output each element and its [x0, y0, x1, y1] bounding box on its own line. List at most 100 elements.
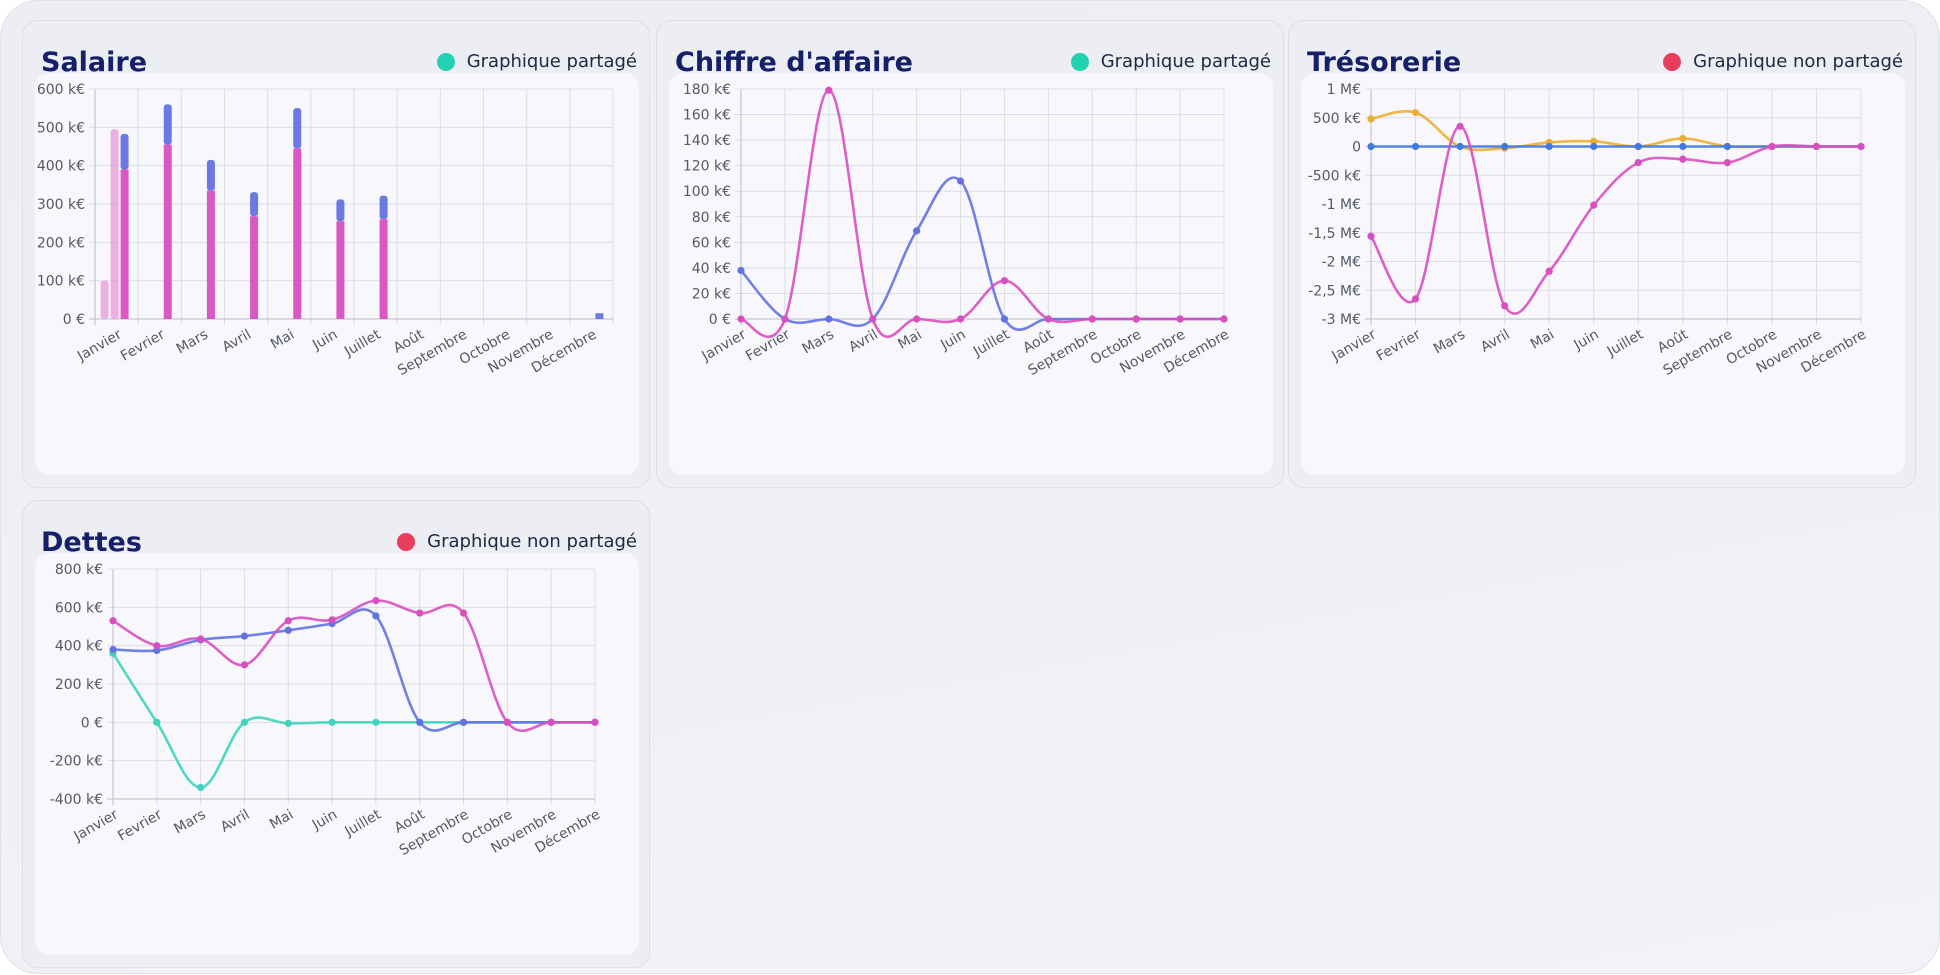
data-point[interactable] — [1044, 315, 1052, 323]
data-point[interactable] — [1634, 142, 1642, 151]
bar[interactable] — [293, 148, 302, 319]
data-point[interactable] — [372, 597, 380, 605]
data-point[interactable] — [1000, 277, 1009, 285]
data-point[interactable] — [1634, 159, 1642, 167]
data-point[interactable] — [284, 719, 292, 727]
data-point[interactable] — [416, 718, 424, 726]
bar[interactable] — [379, 219, 388, 319]
data-point[interactable] — [1367, 232, 1375, 240]
tresorerie-chart[interactable]: -3 M€ -2,5 M€ -2 M€ -1,5 M€ -1 M€ -500 k€ 0 500… — [1301, 73, 1905, 475]
data-point[interactable] — [913, 315, 921, 323]
data-point[interactable] — [1590, 201, 1598, 209]
data-point[interactable] — [153, 642, 161, 650]
data-point[interactable] — [240, 661, 249, 669]
data-point[interactable] — [459, 609, 468, 617]
bar[interactable] — [206, 159, 215, 191]
series-line[interactable] — [112, 599, 595, 733]
salaire-chart[interactable]: 0 € 100 k€ 200 k€ 300 k€ 400 k€ 500 k€ 600 k€ J… — [35, 73, 639, 475]
data-point[interactable] — [1857, 142, 1865, 151]
data-point[interactable] — [1723, 159, 1731, 167]
data-point[interactable] — [1000, 315, 1009, 323]
data-point[interactable] — [1545, 142, 1553, 151]
data-point[interactable] — [1679, 134, 1687, 143]
bar[interactable] — [120, 133, 129, 170]
data-point[interactable] — [1545, 267, 1553, 275]
data-point[interactable] — [1679, 142, 1687, 151]
x-tick-label: Fevrier — [1374, 326, 1424, 364]
dettes-chart[interactable]: -400 k€ -200 k€ 0 € 200 k€ 400 k€ 600 k€ 800 k… — [35, 553, 639, 955]
data-point[interactable] — [1812, 142, 1821, 151]
data-point[interactable] — [240, 718, 249, 726]
data-point[interactable] — [1501, 142, 1509, 151]
chiffre-affaire-chart[interactable]: 0 € 20 k€ 40 k€ 60 k€ 80 k€ 100 k€ 120 k€ 140 k… — [669, 73, 1273, 475]
data-point[interactable] — [781, 315, 789, 323]
data-point[interactable] — [1176, 315, 1184, 323]
data-point[interactable] — [416, 609, 424, 617]
data-point[interactable] — [1367, 115, 1375, 123]
bar[interactable] — [163, 144, 172, 319]
bar[interactable] — [595, 313, 604, 319]
series-line[interactable] — [1369, 125, 1861, 315]
bar[interactable] — [100, 280, 109, 319]
data-point[interactable] — [591, 718, 599, 726]
data-point[interactable] — [109, 617, 117, 625]
data-point[interactable] — [1132, 315, 1140, 323]
y-tick-label: 0 € — [81, 715, 103, 731]
bar[interactable] — [120, 169, 129, 320]
data-point[interactable] — [913, 227, 921, 235]
data-point[interactable] — [372, 718, 380, 726]
data-point[interactable] — [737, 266, 745, 275]
data-point[interactable] — [372, 612, 380, 620]
status-dot-shared — [1070, 52, 1089, 71]
data-point[interactable] — [328, 616, 336, 624]
bar[interactable] — [336, 199, 345, 222]
data-point[interactable] — [1501, 302, 1509, 310]
data-point[interactable] — [547, 718, 555, 726]
data-point[interactable] — [197, 783, 205, 792]
data-point[interactable] — [825, 86, 833, 94]
data-point[interactable] — [1723, 142, 1731, 151]
bar[interactable] — [110, 129, 119, 319]
data-point[interactable] — [284, 626, 292, 634]
data-point[interactable] — [1456, 142, 1464, 151]
data-point[interactable] — [459, 718, 468, 726]
card-tresorerie: Trésorerie Graphique non partagé -3 M€ -2… — [1288, 20, 1916, 488]
y-tick-label: 300 k€ — [37, 197, 85, 213]
data-point[interactable] — [1220, 315, 1228, 323]
data-point[interactable] — [1411, 295, 1420, 303]
bar[interactable] — [206, 190, 215, 319]
data-point[interactable] — [240, 632, 249, 640]
data-point[interactable] — [109, 645, 117, 654]
data-point[interactable] — [1768, 142, 1776, 151]
y-tick-label: 0 € — [709, 312, 731, 328]
data-point[interactable] — [869, 315, 877, 323]
bar[interactable] — [336, 221, 345, 319]
data-point[interactable] — [1367, 142, 1375, 151]
data-point[interactable] — [1411, 142, 1420, 151]
x-tick-label: Juillet — [970, 326, 1013, 360]
series-line[interactable] — [740, 176, 1224, 332]
bar[interactable] — [379, 195, 388, 220]
data-point[interactable] — [284, 617, 292, 625]
data-point[interactable] — [503, 718, 511, 726]
data-point[interactable] — [328, 718, 336, 726]
data-point[interactable] — [737, 315, 745, 323]
data-point[interactable] — [1679, 155, 1687, 163]
data-point[interactable] — [1411, 108, 1420, 117]
data-point[interactable] — [153, 718, 161, 726]
data-point[interactable] — [1590, 137, 1598, 145]
data-point[interactable] — [825, 315, 833, 323]
data-point[interactable] — [956, 315, 965, 323]
bar[interactable] — [163, 104, 172, 145]
data-point[interactable] — [1456, 122, 1464, 130]
data-point[interactable] — [197, 635, 205, 643]
data-point[interactable] — [1088, 315, 1096, 323]
data-point[interactable] — [956, 177, 965, 185]
series-line[interactable] — [112, 608, 595, 732]
bar[interactable] — [250, 192, 259, 217]
series-line[interactable] — [740, 88, 1224, 338]
data-point[interactable] — [1590, 142, 1598, 151]
bar[interactable] — [250, 216, 259, 319]
bar[interactable] — [293, 108, 302, 149]
series-line[interactable] — [111, 652, 595, 789]
